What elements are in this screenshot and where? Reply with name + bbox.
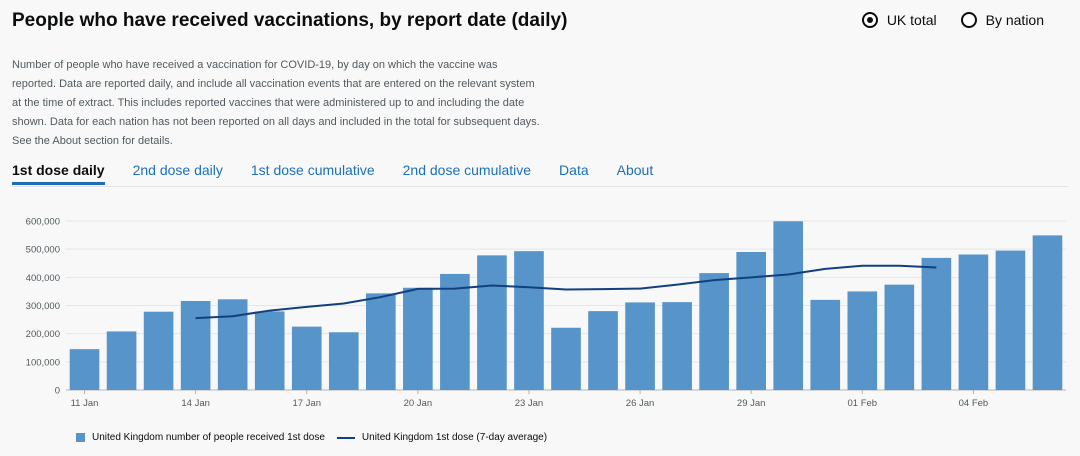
- x-tick-label: 17 Jan: [292, 398, 321, 409]
- tab-data[interactable]: Data: [559, 162, 589, 178]
- radio-unchecked-icon: [960, 12, 977, 28]
- tab-1st-dose-daily[interactable]: 1st dose daily: [12, 162, 105, 185]
- data-bar[interactable]: [625, 302, 655, 390]
- data-bar[interactable]: [588, 311, 618, 390]
- seven-day-average-line: [195, 264, 937, 320]
- data-bar[interactable]: [810, 299, 841, 390]
- radio-checked-icon: [861, 12, 878, 28]
- by-nation-label: By nation: [985, 12, 1044, 28]
- tab-2nd-dose-cumulative[interactable]: 2nd dose cumulative: [402, 162, 532, 178]
- y-tick-label: 600,000: [26, 217, 60, 228]
- y-tick-label: 400,000: [26, 273, 60, 284]
- data-bar[interactable]: [921, 257, 952, 390]
- data-bar[interactable]: [699, 273, 729, 390]
- view-toggle: UK total By nation: [861, 12, 1044, 28]
- uk-total-radio[interactable]: UK total: [861, 12, 937, 28]
- legend-line-swatch-icon: [336, 436, 355, 439]
- vaccination-chart: 0 100,000 200,000 300,000 400,000 500,000 600,…: [26, 217, 1066, 409]
- x-tick-label: 14 Jan: [181, 398, 210, 409]
- x-tick-label: 23 Jan: [515, 398, 544, 409]
- y-tick-label: 200,000: [26, 329, 60, 340]
- data-bar[interactable]: [958, 254, 989, 390]
- data-bar[interactable]: [1032, 235, 1063, 390]
- data-bar[interactable]: [514, 251, 544, 390]
- tab-2nd-dose-daily[interactable]: 2nd dose daily: [132, 162, 223, 178]
- data-bar[interactable]: [884, 284, 915, 390]
- data-bar[interactable]: [366, 293, 396, 390]
- chart-tabs: 1st dose daily 2nd dose daily 1st dose c…: [12, 162, 653, 185]
- by-nation-radio[interactable]: By nation: [960, 12, 1044, 28]
- data-bar[interactable]: [440, 273, 470, 390]
- data-bar[interactable]: [847, 291, 878, 390]
- chart-legend: United Kingdom number of people received…: [76, 432, 547, 443]
- data-bar[interactable]: [995, 250, 1026, 390]
- legend-item-bars[interactable]: United Kingdom number of people received…: [76, 432, 325, 443]
- data-bar[interactable]: [143, 311, 174, 390]
- x-tick-label: 04 Feb: [959, 398, 989, 409]
- x-tick-label: 20 Jan: [404, 398, 433, 409]
- uk-total-label: UK total: [886, 12, 937, 28]
- data-bar[interactable]: [662, 302, 692, 390]
- data-bar[interactable]: [328, 332, 359, 390]
- data-bar[interactable]: [736, 251, 766, 390]
- tab-1st-dose-cumulative[interactable]: 1st dose cumulative: [250, 162, 375, 178]
- x-tick-label: 11 Jan: [71, 398, 99, 409]
- y-tick-label: 0: [55, 386, 60, 397]
- data-bar[interactable]: [106, 331, 137, 390]
- tabs-divider: [12, 186, 1068, 187]
- data-bar[interactable]: [403, 287, 433, 390]
- x-tick-label: 29 Jan: [737, 398, 766, 409]
- legend-line-label: United Kingdom 1st dose (7-day average): [361, 432, 548, 443]
- x-tick-label: 01 Feb: [848, 398, 878, 409]
- data-bar[interactable]: [180, 300, 211, 390]
- chart-card-title: People who have received vaccinations, b…: [12, 10, 568, 31]
- data-bar[interactable]: [477, 255, 507, 390]
- data-bar[interactable]: [551, 327, 581, 390]
- data-bar[interactable]: [69, 349, 100, 390]
- data-bar[interactable]: [773, 221, 804, 390]
- y-tick-label: 100,000: [26, 357, 60, 368]
- y-tick-label: 300,000: [26, 301, 60, 312]
- chart-description: Number of people who have received a vac…: [12, 59, 540, 147]
- x-tick-label: 26 Jan: [626, 398, 655, 409]
- legend-bar-label: United Kingdom number of people received…: [92, 432, 325, 443]
- y-tick-label: 500,000: [26, 245, 60, 256]
- data-bar[interactable]: [291, 326, 322, 390]
- data-bar[interactable]: [217, 299, 248, 390]
- data-bar[interactable]: [254, 311, 285, 390]
- legend-bar-swatch-icon: [76, 433, 85, 442]
- tab-about[interactable]: About: [616, 162, 654, 178]
- legend-item-line[interactable]: United Kingdom 1st dose (7-day average): [336, 432, 548, 443]
